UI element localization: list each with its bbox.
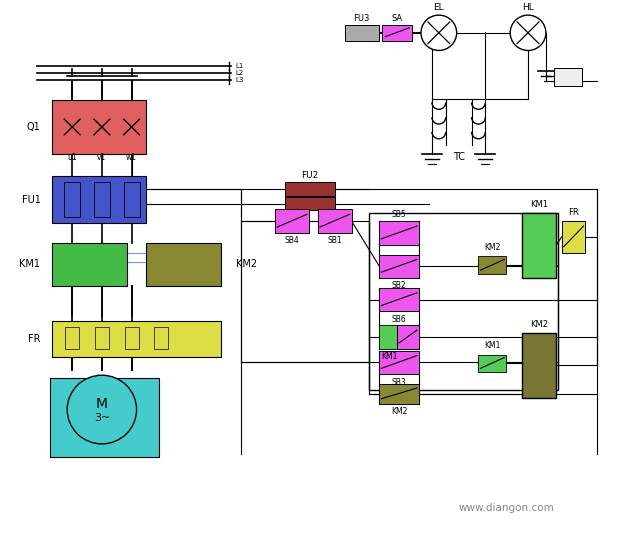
Bar [383,25,412,41]
Bar [125,327,138,349]
Text: M: M [96,397,108,411]
Text: SB6: SB6 [392,315,407,324]
Text: v1: v1 [97,153,106,162]
Text: EL: EL [433,3,444,12]
Bar [397,325,419,349]
Bar [379,255,419,278]
Text: FR: FR [28,334,40,344]
Bar [562,221,585,253]
Bar [53,100,146,154]
Text: KM2: KM2 [530,320,548,329]
Text: SB2: SB2 [392,281,407,290]
Bar [522,213,556,278]
Text: SB4: SB4 [285,237,300,245]
Text: SA: SA [392,13,403,22]
Bar [286,182,335,195]
Bar [53,176,146,223]
Bar [379,221,419,245]
Text: FU2: FU2 [302,170,319,179]
Text: KM2: KM2 [391,407,407,416]
Text: L1: L1 [235,63,244,69]
Text: KM1: KM1 [484,341,501,350]
Bar [318,209,352,233]
Bar [286,197,335,210]
Text: SB1: SB1 [328,237,342,245]
Bar [94,182,110,217]
Bar [66,327,79,349]
Bar [154,327,168,349]
Bar [146,243,221,286]
Bar [478,256,506,274]
Text: HL: HL [522,3,534,12]
Text: TC: TC [452,152,465,162]
Text: www.diangon.com: www.diangon.com [459,502,554,513]
Text: KM1: KM1 [530,200,548,209]
Bar [50,378,159,457]
Bar [124,182,140,217]
Bar [64,182,80,217]
Bar [275,209,309,233]
Bar [53,243,127,286]
Bar [370,213,557,390]
Text: u1: u1 [67,153,77,162]
Bar [379,325,397,349]
Text: SB5: SB5 [392,210,407,219]
Bar [95,327,109,349]
Text: FU1: FU1 [22,194,40,205]
Text: L3: L3 [235,77,244,83]
Bar [522,333,556,398]
Bar [53,321,221,357]
Bar [478,355,506,372]
Text: KM1: KM1 [381,352,397,361]
Text: FU3: FU3 [353,13,370,22]
Circle shape [67,375,137,444]
Text: KM1: KM1 [19,260,40,269]
Bar [345,25,379,41]
Text: Q1: Q1 [27,122,40,132]
Bar [379,288,419,311]
Circle shape [510,15,546,50]
Text: KM2: KM2 [484,243,501,252]
Text: w1: w1 [126,153,137,162]
Text: 3~: 3~ [94,413,110,423]
Text: KM2: KM2 [235,260,257,269]
Circle shape [421,15,457,50]
Bar [554,68,582,86]
Text: SB3: SB3 [392,378,407,387]
Bar [379,351,419,374]
Bar [379,384,419,404]
Text: L2: L2 [235,70,244,76]
Text: FR: FR [568,208,579,217]
